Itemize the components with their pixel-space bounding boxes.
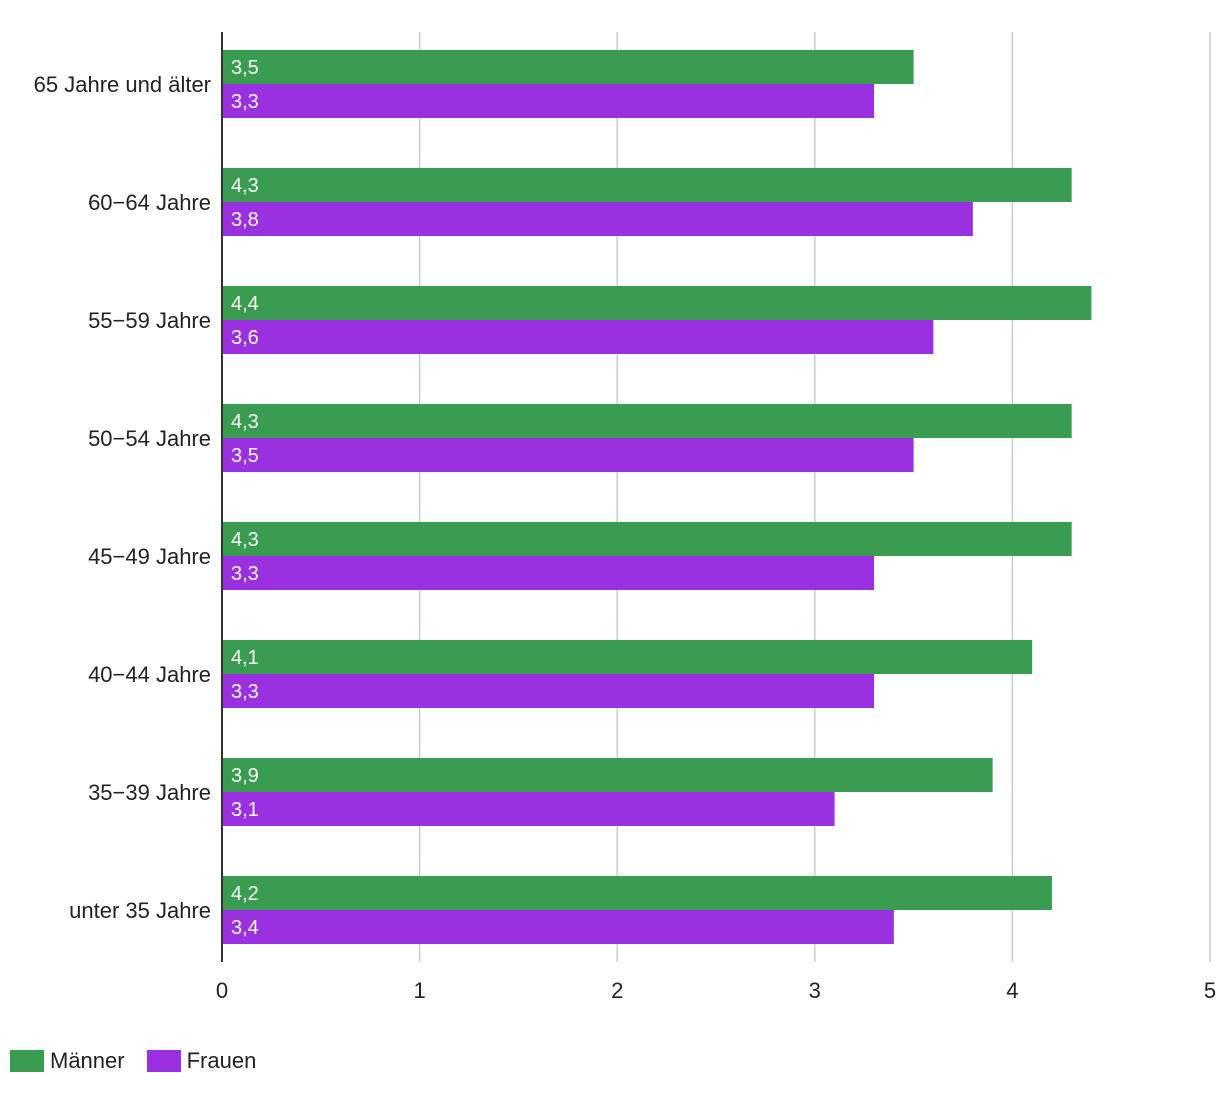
legend-item-maenner[interactable]: Männer xyxy=(10,1048,125,1074)
x-tick-label-5: 5 xyxy=(1204,978,1216,1003)
legend-item-frauen[interactable]: Frauen xyxy=(146,1048,257,1074)
value-label-frauen-0: 3,3 xyxy=(231,91,259,113)
value-label-frauen-5: 3,3 xyxy=(231,681,259,703)
x-tick-label-2: 2 xyxy=(611,978,623,1003)
bar-maenner-4 xyxy=(222,522,1072,556)
bar-frauen-4 xyxy=(222,556,875,590)
category-label-2: 55−59 Jahre xyxy=(88,308,211,333)
x-tick-label-0: 0 xyxy=(216,978,228,1003)
value-label-maenner-5: 4,1 xyxy=(231,647,259,669)
value-label-maenner-1: 4,3 xyxy=(231,175,259,197)
bar-frauen-2 xyxy=(222,320,934,354)
bar-frauen-7 xyxy=(222,910,894,944)
bar-maenner-2 xyxy=(222,286,1092,320)
category-label-6: 35−39 Jahre xyxy=(88,780,211,805)
x-tick-label-4: 4 xyxy=(1006,978,1018,1003)
category-label-5: 40−44 Jahre xyxy=(88,662,211,687)
category-label-0: 65 Jahre und älter xyxy=(34,72,211,97)
bar-frauen-6 xyxy=(222,792,835,826)
bar-frauen-5 xyxy=(222,674,875,708)
value-label-maenner-6: 3,9 xyxy=(231,765,259,787)
category-label-4: 45−49 Jahre xyxy=(88,544,211,569)
legend-swatch-maenner xyxy=(10,1050,44,1072)
category-label-7: unter 35 Jahre xyxy=(69,898,211,923)
value-label-maenner-7: 4,2 xyxy=(231,883,259,905)
value-label-frauen-7: 3,4 xyxy=(231,917,259,939)
bar-frauen-3 xyxy=(222,438,914,472)
value-label-frauen-1: 3,8 xyxy=(231,209,259,231)
category-label-1: 60−64 Jahre xyxy=(88,190,211,215)
x-tick-label-3: 3 xyxy=(809,978,821,1003)
bar-maenner-7 xyxy=(222,876,1052,910)
bar-frauen-0 xyxy=(222,84,875,118)
value-label-maenner-0: 3,5 xyxy=(231,57,259,79)
value-label-maenner-3: 4,3 xyxy=(231,411,259,433)
legend-label-frauen: Frauen xyxy=(186,1048,257,1073)
legend-swatch-frauen xyxy=(146,1050,181,1072)
legend-label-maenner: Männer xyxy=(50,1048,125,1073)
value-label-frauen-3: 3,5 xyxy=(231,445,259,467)
category-label-3: 50−54 Jahre xyxy=(88,426,211,451)
bar-chart: 3,5 3,3 65 Jahre und älter 4,3 3,8 60−64 Jahr… xyxy=(34,32,1216,1003)
value-label-frauen-2: 3,6 xyxy=(231,327,259,349)
legend: Männer Frauen xyxy=(10,1048,256,1074)
bar-maenner-5 xyxy=(222,640,1033,674)
x-tick-label-1: 1 xyxy=(413,978,425,1003)
value-label-frauen-4: 3,3 xyxy=(231,563,259,585)
bar-maenner-6 xyxy=(222,758,993,792)
value-label-maenner-2: 4,4 xyxy=(231,293,259,315)
value-label-maenner-4: 4,3 xyxy=(231,529,259,551)
bar-maenner-0 xyxy=(222,50,914,84)
bar-frauen-1 xyxy=(222,202,973,236)
value-label-frauen-6: 3,1 xyxy=(231,799,259,821)
bar-maenner-3 xyxy=(222,404,1072,438)
bar-maenner-1 xyxy=(222,168,1072,202)
